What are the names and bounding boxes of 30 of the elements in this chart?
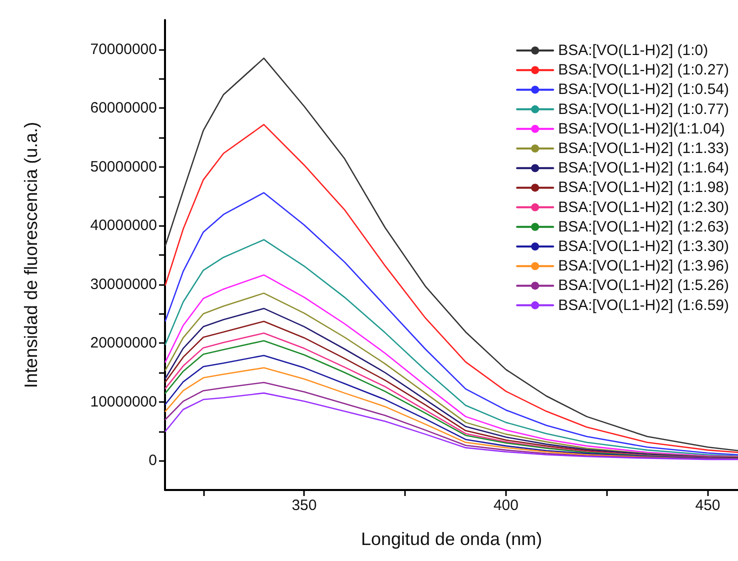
line-series — [164, 58, 738, 452]
line-series — [164, 239, 738, 457]
legend-label: BSA:[VO(L1-H)2] (1:6.59) — [558, 296, 730, 314]
y-tick-label: 30000000 — [90, 276, 157, 293]
y-tick-label: 70000000 — [90, 40, 157, 58]
x-tick-label: 400 — [493, 497, 518, 514]
legend-label: BSA:[VO(L1-H)2] (1:2.30) — [558, 198, 730, 216]
y-tick-label: 10000000 — [90, 393, 157, 410]
legend-label: BSA:[VO(L1-H)2] (1:1.98) — [558, 179, 730, 196]
legend-label: BSA:[VO(L1-H)2] (1:0) — [558, 42, 708, 59]
legend-label: BSA:[VO(L1-H)2] (1:3.96) — [558, 258, 730, 275]
y-tick-label: 60000000 — [90, 100, 157, 117]
x-tick-label: 450 — [695, 497, 720, 514]
y-tick-label: 20000000 — [90, 334, 157, 352]
legend-label: BSA:[VO(L1-H)2] (1:2.63) — [558, 218, 730, 236]
x-axis-title: Longitud de onda (nm) — [360, 529, 542, 549]
legend-label: BSA:[VO(L1-H)2] (1:3.30) — [558, 238, 730, 255]
line-series — [164, 124, 738, 454]
legend-label: BSA:[VO(L1-H)2] (1:5.26) — [558, 277, 730, 294]
y-tick-label: 0 — [148, 452, 157, 470]
legend-label: BSA:[VO(L1-H)2] (1:0.77) — [558, 100, 730, 118]
legend-label: BSA:[VO(L1-H)2](1:1.04) — [558, 120, 725, 138]
legend-label: BSA:[VO(L1-H)2] (1:1.33) — [558, 140, 730, 157]
y-tick-label: 40000000 — [90, 217, 157, 234]
y-axis-title: Intensidad de fluorescencia (u.a.) — [21, 122, 41, 388]
legend-label: BSA:[VO(L1-H)2] (1:0.27) — [558, 62, 730, 79]
legend-label: BSA:[VO(L1-H)2] (1:1.64) — [558, 160, 730, 177]
y-tick-label: 50000000 — [90, 158, 157, 176]
legend-label: BSA:[VO(L1-H)2] (1:0.54) — [558, 81, 730, 98]
x-tick-label: 350 — [292, 497, 317, 514]
